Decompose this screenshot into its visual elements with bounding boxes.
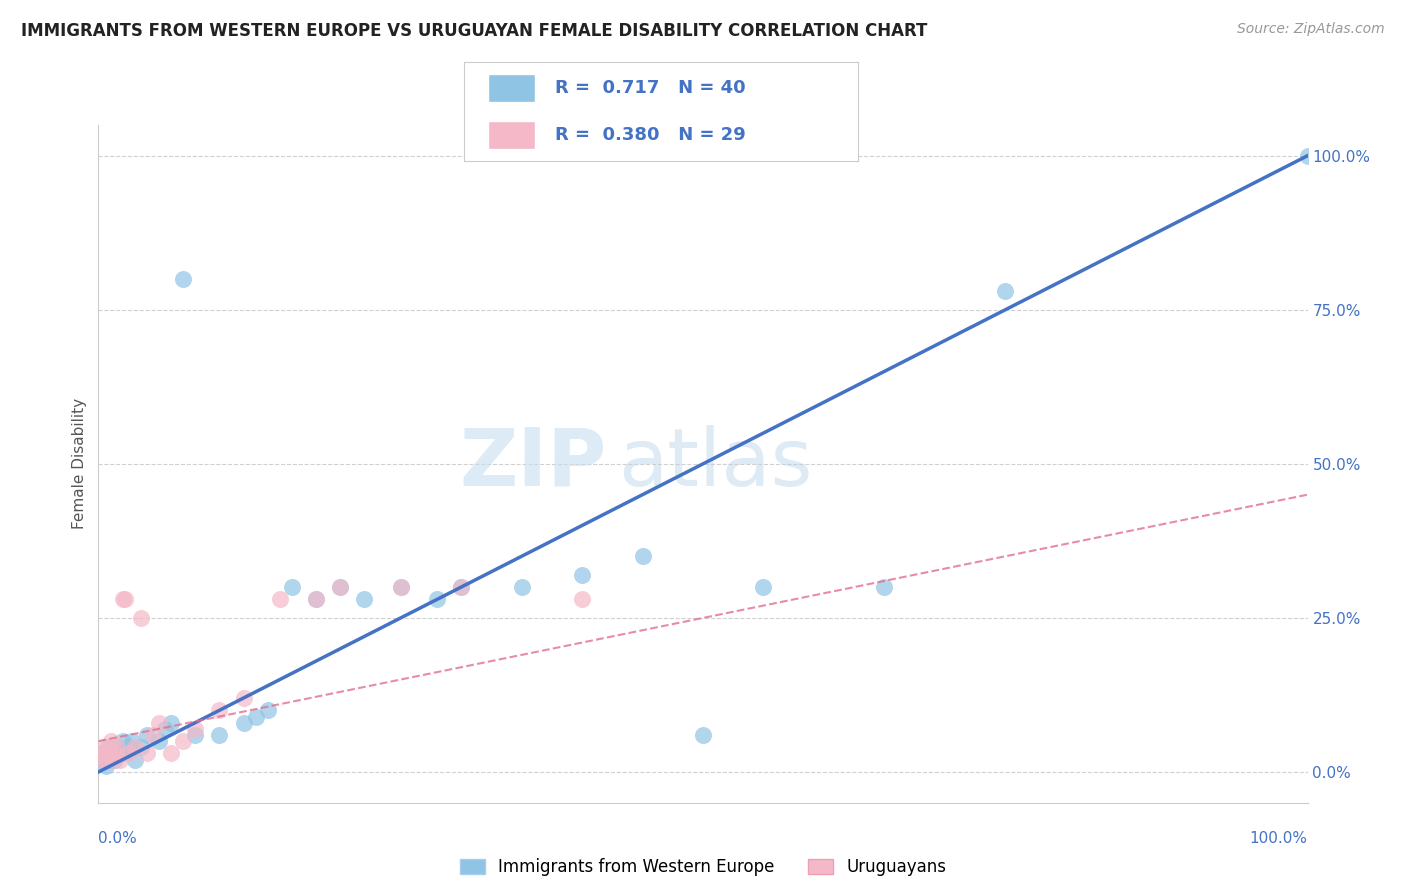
Point [208, 703, 231, 717]
Point [571, 592, 593, 607]
Point [108, 747, 131, 761]
Point [121, 734, 143, 748]
Point [142, 728, 165, 742]
Point [105, 740, 128, 755]
Point [172, 734, 194, 748]
Point [94, 759, 117, 773]
Point [104, 753, 127, 767]
Point [114, 592, 136, 607]
Point [135, 728, 157, 742]
Point [104, 747, 127, 761]
Point [135, 747, 157, 761]
Text: R =  0.380   N = 29: R = 0.380 N = 29 [554, 126, 745, 144]
Point [873, 580, 896, 594]
Point [160, 715, 183, 730]
FancyBboxPatch shape [488, 74, 534, 102]
Point [450, 580, 472, 594]
Point [232, 691, 254, 706]
Point [692, 728, 714, 742]
Point [153, 722, 176, 736]
Point [172, 272, 194, 286]
Point [124, 753, 146, 767]
Text: 100.0%: 100.0% [1250, 831, 1308, 846]
Point [93, 740, 115, 755]
Y-axis label: Female Disability: Female Disability [72, 398, 87, 530]
Point [245, 709, 267, 723]
Point [281, 580, 304, 594]
Point [101, 753, 124, 767]
Point [752, 580, 775, 594]
Point [100, 753, 122, 767]
Point [111, 592, 134, 607]
Point [256, 703, 278, 717]
Point [329, 580, 352, 594]
Point [160, 747, 183, 761]
Point [510, 580, 533, 594]
Point [450, 580, 472, 594]
Point [97, 740, 120, 755]
Point [91, 747, 114, 761]
Point [124, 740, 146, 755]
Point [232, 715, 254, 730]
Point [108, 753, 131, 767]
Point [118, 747, 141, 761]
Point [426, 592, 449, 607]
Text: Source: ZipAtlas.com: Source: ZipAtlas.com [1237, 22, 1385, 37]
Point [114, 747, 136, 761]
Point [184, 728, 207, 742]
Point [118, 740, 141, 755]
Point [91, 753, 114, 767]
Point [97, 747, 120, 761]
Point [129, 740, 152, 755]
Point [148, 715, 170, 730]
Point [269, 592, 291, 607]
Point [389, 580, 412, 594]
Point [93, 753, 115, 767]
Point [208, 728, 231, 742]
Point [353, 592, 375, 607]
Point [111, 734, 134, 748]
Point [100, 734, 122, 748]
Text: atlas: atlas [619, 425, 813, 503]
Point [148, 734, 170, 748]
Point [184, 722, 207, 736]
Text: 0.0%: 0.0% [98, 831, 138, 846]
Point [631, 549, 654, 564]
FancyBboxPatch shape [488, 121, 534, 149]
Point [129, 611, 152, 625]
Point [90, 747, 112, 761]
Point [329, 580, 352, 594]
Point [994, 285, 1017, 299]
Text: IMMIGRANTS FROM WESTERN EUROPE VS URUGUAYAN FEMALE DISABILITY CORRELATION CHART: IMMIGRANTS FROM WESTERN EUROPE VS URUGUA… [21, 22, 928, 40]
Point [571, 567, 593, 582]
Point [305, 592, 328, 607]
Point [105, 740, 128, 755]
Point [1296, 149, 1319, 163]
Point [94, 753, 117, 767]
Point [305, 592, 328, 607]
Point [389, 580, 412, 594]
Text: R =  0.717   N = 40: R = 0.717 N = 40 [554, 79, 745, 97]
Text: ZIP: ZIP [458, 425, 606, 503]
Legend: Immigrants from Western Europe, Uruguayans: Immigrants from Western Europe, Uruguaya… [453, 851, 953, 882]
Point [101, 747, 124, 761]
